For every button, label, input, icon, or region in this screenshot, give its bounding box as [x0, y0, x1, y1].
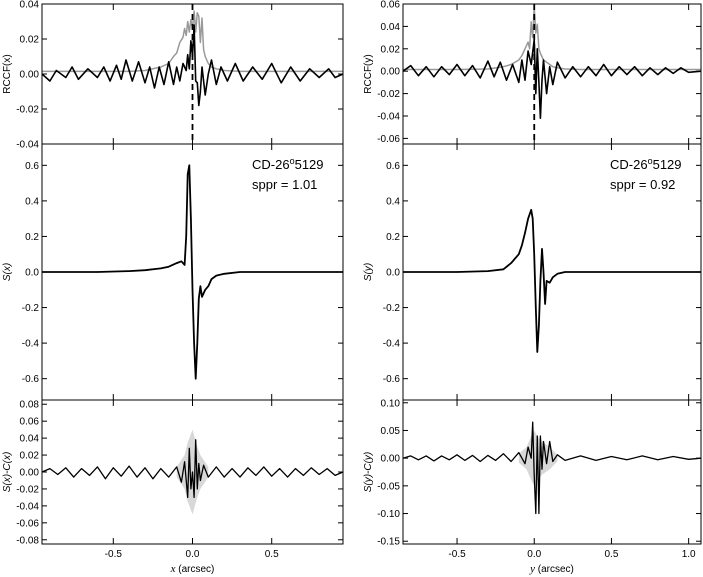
ytick-label: 0.00: [381, 67, 401, 78]
ytick-label: 0.02: [20, 35, 40, 46]
ytick-label: -0.15: [377, 537, 400, 548]
ytick-label: -0.6: [383, 374, 401, 385]
xtick-label: 0.5: [604, 549, 618, 560]
ytick-label: 0.04: [381, 22, 401, 33]
ytick-label: -0.4: [383, 339, 401, 350]
ytick-label: 0.04: [20, 434, 40, 445]
ytick-label: 0.6: [386, 161, 400, 172]
xtick-label: 0.0: [527, 549, 541, 560]
ytick-label: 0.2: [25, 232, 39, 243]
sppr-label: sppr = 1.01: [252, 177, 317, 192]
series-line-1: [41, 24, 344, 107]
ytick-label: -0.2: [22, 303, 40, 314]
ylabel: RCCF(x): [2, 54, 13, 93]
xtick-label: 1.0: [682, 549, 696, 560]
xlabel: y (arcsec): [529, 563, 574, 575]
ytick-label: 0.00: [20, 70, 40, 81]
xtick-label: -0.5: [448, 549, 466, 560]
ytick-label: -0.06: [16, 518, 39, 529]
ytick-label: 0.00: [20, 468, 40, 479]
ylabel: S(y)-C(y): [363, 452, 374, 493]
series-line-0: [403, 208, 701, 353]
ytick-label: 0.04: [20, 0, 40, 11]
ytick-label: 0.08: [20, 400, 40, 411]
series-line-0: [42, 164, 343, 380]
ytick-label: 0.02: [20, 451, 40, 462]
xtick-label: 0.0: [186, 549, 200, 560]
ytick-label: 0.6: [25, 161, 39, 172]
ylabel: S(x)-C(x): [2, 452, 13, 493]
panel-rccf_y: -0.06 -0.04 -0.02 0.00 0.02 0.04 0.06 RCCF(y): [363, 0, 702, 145]
ytick-label: -0.04: [377, 112, 400, 123]
ytick-label: 0.0: [25, 268, 39, 279]
ytick-label: -0.08: [16, 535, 39, 546]
ytick-label: -0.04: [16, 501, 39, 512]
panel-resid_x: -0.08 -0.06 -0.04 -0.02 0.00 0.02 0.04 0.06 0.08…: [2, 399, 344, 575]
ylabel: RCCF(y): [363, 54, 374, 93]
panel-resid_y: -0.15 -0.10 -0.05 0.00 0.05 0.10 -0.5 0.0 0.5 1.0…: [363, 398, 702, 575]
ytick-label: -0.4: [22, 339, 40, 350]
panel-rccf_x: -0.04 -0.02 0.00 0.02 0.04 RCCF(x): [2, 0, 344, 151]
ytick-label: -0.06: [377, 134, 400, 145]
ytick-label: 0.10: [381, 398, 401, 409]
ytick-label: 0.05: [381, 426, 401, 437]
xtick-label: -0.5: [105, 549, 123, 560]
ytick-label: 0.06: [381, 0, 401, 11]
series-line-1: [402, 39, 702, 119]
star-name: CD-26o5129: [252, 156, 324, 172]
ytick-label: -0.04: [16, 140, 39, 151]
sppr-label: sppr = 0.92: [610, 177, 675, 192]
ytick-label: 0.0: [386, 268, 400, 279]
ytick-label: -0.2: [383, 303, 401, 314]
series-line-0: [41, 439, 344, 499]
ytick-label: -0.02: [377, 89, 400, 100]
xtick-label: 0.5: [265, 549, 279, 560]
xlabel: x (arcsec): [170, 563, 215, 575]
ytick-label: 0.4: [386, 196, 400, 207]
ytick-label: -0.02: [16, 105, 39, 116]
ylabel: S(x): [2, 263, 13, 281]
ytick-label: -0.10: [377, 509, 400, 520]
ytick-label: -0.6: [22, 374, 40, 385]
panel-s_x: -0.6 -0.4 -0.2 0.0 0.2 0.4 0.6 S(x) CD-26o5129 sp…: [2, 143, 344, 401]
ytick-label: 0.2: [386, 232, 400, 243]
ylabel: S(y): [363, 263, 374, 281]
ytick-label: 0.02: [381, 44, 401, 55]
ytick-label: -0.02: [16, 484, 39, 495]
ytick-label: 0.06: [20, 417, 40, 428]
panel-s_y: -0.6 -0.4 -0.2 0.0 0.2 0.4 0.6 S(y) CD-26o5129 sp…: [363, 143, 702, 401]
series-line-0: [402, 421, 702, 515]
star-name: CD-26o5129: [610, 156, 682, 172]
ytick-label: 0.4: [25, 196, 39, 207]
ytick-label: 0.00: [381, 454, 401, 465]
axes-frame: [402, 399, 702, 545]
ytick-label: -0.05: [377, 481, 400, 492]
